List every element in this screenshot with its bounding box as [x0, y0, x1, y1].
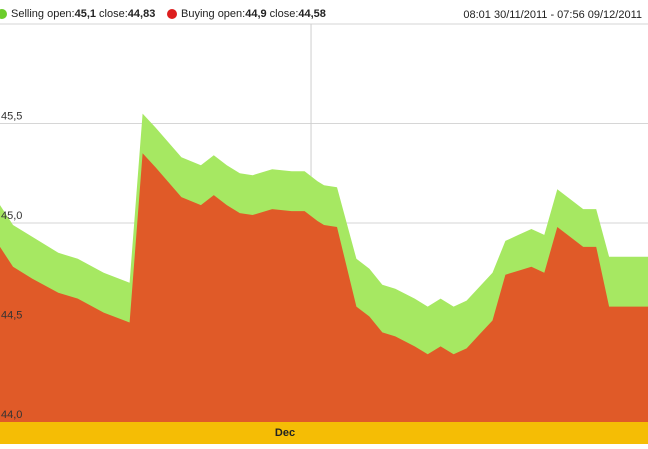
legend-item-selling[interactable]: Selling open: 45,1 close: 44,83 — [0, 8, 155, 20]
y-tick-label-1: 44,5 — [1, 310, 22, 322]
selling-dot-icon — [0, 9, 7, 19]
legend-bar: Selling open: 45,1 close: 44,83 Buying o… — [0, 0, 648, 30]
buying-dot-icon — [167, 9, 177, 19]
selling-label: Selling open: — [11, 8, 75, 20]
buying-close-value: 44,58 — [298, 8, 326, 20]
buying-label: Buying open: — [181, 8, 246, 20]
selling-open-value: 45,1 — [74, 8, 97, 20]
buying-close-label: close: — [269, 8, 299, 20]
buying-open-value: 44,9 — [245, 8, 267, 20]
tick-label-layer: 44,0 44,5 45,0 45,5 — [1, 111, 22, 422]
selling-close-value: 44,83 — [127, 8, 156, 20]
series-area-buying — [0, 153, 648, 423]
date-range: 08:01 30/11/2011 - 07:56 09/12/2011 — [463, 9, 642, 21]
month-band: Dec — [0, 422, 648, 444]
selling-close-label: close: — [99, 8, 128, 20]
month-label: Dec — [274, 427, 296, 439]
y-tick-label-3: 45,5 — [1, 111, 22, 123]
y-tick-label-0: 44,0 — [1, 409, 22, 421]
area-layer — [0, 113, 648, 423]
y-tick-label-2: 45,0 — [1, 210, 22, 222]
legend-item-buying[interactable]: Buying open: 44,9 close: 44,58 — [167, 8, 326, 20]
